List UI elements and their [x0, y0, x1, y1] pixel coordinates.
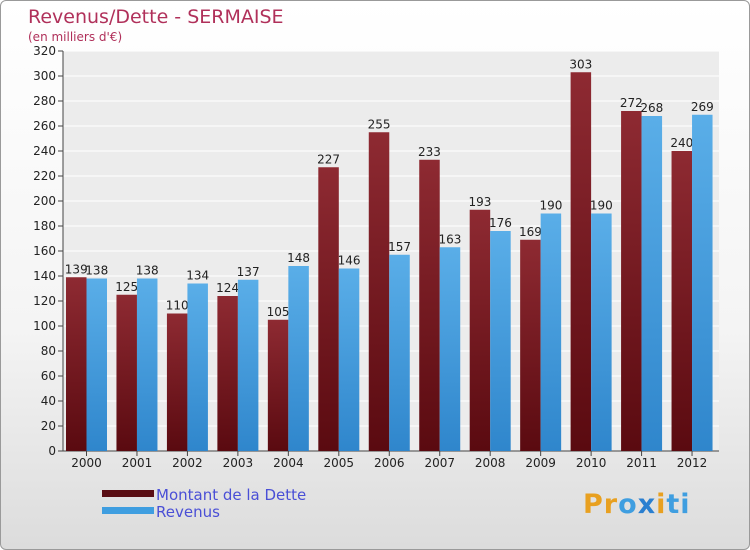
bar-debt-2005 — [318, 167, 339, 451]
data-label-debt-2011: 272 — [620, 96, 643, 110]
bar-debt-2006 — [368, 132, 390, 451]
y-tick-label-0: 0 — [48, 444, 56, 458]
bar-revenue-2003 — [237, 279, 259, 451]
data-label-revenue-2011: 268 — [640, 101, 663, 115]
x-tick-label-2008: 2008 — [475, 456, 506, 470]
logo-letter: r — [603, 489, 619, 520]
x-tick-label-2005: 2005 — [324, 456, 355, 470]
data-label-revenue-2006: 157 — [388, 240, 411, 254]
data-label-debt-2008: 193 — [468, 195, 491, 209]
data-label-debt-2009: 169 — [519, 225, 542, 239]
x-tick-label-2011: 2011 — [626, 456, 657, 470]
chart-title: Revenus/Dette - SERMAISE — [28, 6, 284, 28]
y-tick-label-220: 220 — [33, 169, 56, 183]
y-tick-label-80: 80 — [41, 344, 56, 358]
data-label-revenue-2010: 190 — [590, 199, 613, 213]
y-tick-label-60: 60 — [41, 369, 56, 383]
x-tick-label-2009: 2009 — [525, 456, 556, 470]
data-label-debt-2001: 125 — [115, 280, 138, 294]
legend-swatch-revenue — [102, 507, 154, 514]
logo-letter: t — [666, 489, 681, 520]
x-tick-label-2010: 2010 — [576, 456, 607, 470]
data-label-revenue-2003: 137 — [237, 265, 260, 279]
bar-debt-2012 — [671, 151, 693, 451]
data-label-revenue-2007: 163 — [439, 232, 462, 246]
logo-letter: i — [680, 489, 691, 520]
bar-debt-2007 — [419, 159, 440, 451]
data-label-debt-2012: 240 — [670, 136, 693, 150]
bar-debt-2008 — [469, 209, 491, 451]
data-label-debt-2006: 255 — [368, 117, 391, 131]
data-label-debt-2005: 227 — [317, 152, 340, 166]
bar-revenue-2001 — [136, 278, 158, 451]
data-label-revenue-2012: 269 — [691, 100, 714, 114]
y-tick-label-320: 320 — [33, 44, 56, 58]
bar-debt-2001 — [116, 294, 137, 451]
bar-debt-2011 — [621, 111, 642, 451]
bar-revenue-2008 — [490, 231, 511, 451]
y-tick-label-100: 100 — [33, 319, 56, 333]
legend-label-debt: Montant de la Dette — [156, 486, 307, 504]
chart-subtitle: (en milliers d'€) — [28, 30, 123, 44]
x-tick-label-2007: 2007 — [424, 456, 455, 470]
y-tick-label-160: 160 — [33, 244, 56, 258]
bar-debt-2004 — [267, 319, 289, 451]
y-tick-label-260: 260 — [33, 119, 56, 133]
data-label-revenue-2009: 190 — [539, 199, 562, 213]
y-tick-label-300: 300 — [33, 69, 56, 83]
data-label-revenue-2000: 138 — [85, 264, 108, 278]
bar-debt-2002 — [166, 313, 188, 451]
logo-letter: o — [618, 489, 638, 520]
data-label-revenue-2008: 176 — [489, 216, 512, 230]
logo-letter: P — [583, 489, 604, 520]
proxiti-logo: Proxiti — [583, 489, 691, 520]
bar-debt-2010 — [570, 72, 592, 451]
data-label-debt-2002: 110 — [166, 299, 189, 313]
data-label-revenue-2004: 148 — [287, 251, 310, 265]
data-label-debt-2000: 139 — [65, 262, 88, 276]
data-label-debt-2007: 233 — [418, 145, 441, 159]
logo-letter: i — [656, 489, 667, 520]
data-label-debt-2010: 303 — [569, 57, 592, 71]
x-tick-label-2004: 2004 — [273, 456, 304, 470]
x-tick-label-2000: 2000 — [71, 456, 102, 470]
y-tick-label-120: 120 — [33, 294, 56, 308]
bar-revenue-2012 — [692, 114, 713, 451]
data-label-debt-2004: 105 — [267, 305, 290, 319]
bar-revenue-2005 — [338, 268, 360, 451]
y-tick-label-200: 200 — [33, 194, 56, 208]
y-tick-label-40: 40 — [41, 394, 56, 408]
y-tick-label-180: 180 — [33, 219, 56, 233]
bar-revenue-2002 — [187, 283, 208, 451]
data-label-debt-2003: 124 — [216, 281, 239, 295]
x-tick-label-2002: 2002 — [172, 456, 203, 470]
x-tick-label-2012: 2012 — [677, 456, 708, 470]
y-tick-label-280: 280 — [33, 94, 56, 108]
bar-revenue-2009 — [540, 213, 562, 451]
x-tick-label-2006: 2006 — [374, 456, 405, 470]
y-tick-label-140: 140 — [33, 269, 56, 283]
bar-revenue-2006 — [389, 254, 410, 451]
bar-debt-2000 — [66, 277, 87, 451]
bar-debt-2003 — [217, 296, 238, 451]
logo-letter: x — [637, 489, 657, 520]
bar-revenue-2011 — [641, 116, 663, 451]
bar-revenue-2000 — [86, 278, 107, 451]
bar-debt-2009 — [520, 239, 541, 451]
legend-swatch-debt — [102, 490, 154, 497]
data-label-revenue-2005: 146 — [338, 254, 361, 268]
y-tick-label-240: 240 — [33, 144, 56, 158]
x-tick-label-2003: 2003 — [223, 456, 254, 470]
data-label-revenue-2002: 134 — [186, 269, 209, 283]
data-label-revenue-2001: 138 — [136, 264, 159, 278]
bar-revenue-2007 — [439, 247, 461, 451]
bar-revenue-2010 — [591, 213, 612, 451]
x-tick-label-2001: 2001 — [122, 456, 153, 470]
bar-revenue-2004 — [288, 266, 309, 451]
y-tick-label-20: 20 — [41, 419, 56, 433]
legend-label-revenue: Revenus — [156, 503, 220, 521]
